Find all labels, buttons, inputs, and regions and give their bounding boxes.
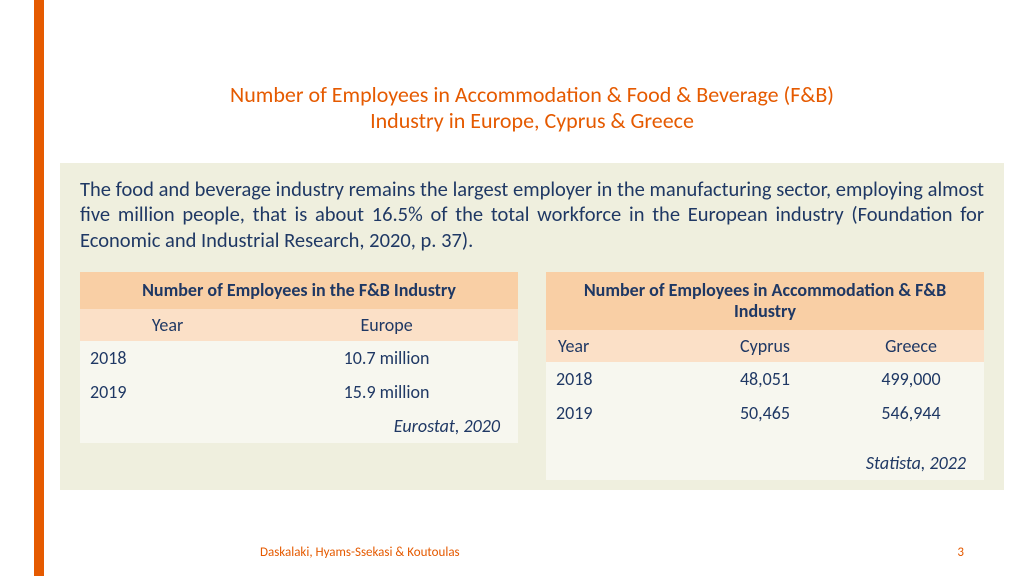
col-header: Greece	[838, 330, 984, 362]
table-row: 2018 10.7 million	[80, 341, 518, 375]
table-accommodation: Number of Employees in Accommodation & F…	[546, 272, 984, 480]
col-header: Year	[546, 330, 692, 362]
footer-page-number: 3	[957, 545, 964, 560]
cell: 2019	[80, 375, 255, 409]
table-row: Number of Employees in Accommodation & F…	[546, 272, 984, 330]
table-row: 2019 50,465 546,944	[546, 396, 984, 446]
table-row: Statista, 2022	[546, 446, 984, 480]
cell: 499,000	[838, 362, 984, 396]
title-line1: Number of Employees in Accommodation & F…	[230, 81, 834, 108]
table1: Number of Employees in the F&B Industry …	[80, 272, 518, 443]
tables-container: Number of Employees in the F&B Industry …	[80, 272, 984, 480]
table2-title: Number of Employees in Accommodation & F…	[546, 272, 984, 330]
cell: 15.9 million	[255, 375, 518, 409]
table-row: Year Cyprus Greece	[546, 330, 984, 362]
table2-source: Statista, 2022	[546, 446, 984, 480]
table-row: Eurostat, 2020	[80, 409, 518, 443]
table-row: Year Europe	[80, 309, 518, 341]
cell: 546,944	[838, 396, 984, 446]
accent-sidebar	[34, 0, 44, 576]
footer-authors: Daskalaki, Hyams-Ssekasi & Koutoulas	[260, 545, 460, 560]
col-header: Europe	[255, 309, 518, 341]
cell: 50,465	[692, 396, 838, 446]
content-panel: The food and beverage industry remains t…	[60, 163, 1004, 490]
slide-content: Number of Employees in Accommodation & F…	[60, 0, 1004, 576]
table-row: 2018 48,051 499,000	[546, 362, 984, 396]
cell: 2018	[546, 362, 692, 396]
table1-source: Eurostat, 2020	[80, 409, 518, 443]
table-row: 2019 15.9 million	[80, 375, 518, 409]
table-row: Number of Employees in the F&B Industry	[80, 272, 518, 309]
col-header: Year	[80, 309, 255, 341]
slide-title: Number of Employees in Accommodation & F…	[60, 82, 1004, 135]
table1-title: Number of Employees in the F&B Industry	[80, 272, 518, 309]
cell: 48,051	[692, 362, 838, 396]
table2: Number of Employees in Accommodation & F…	[546, 272, 984, 480]
cell: 2019	[546, 396, 692, 446]
table-fb-europe: Number of Employees in the F&B Industry …	[80, 272, 518, 480]
cell: 10.7 million	[255, 341, 518, 375]
col-header: Cyprus	[692, 330, 838, 362]
slide-footer: Daskalaki, Hyams-Ssekasi & Koutoulas 3	[60, 545, 1004, 560]
intro-paragraph: The food and beverage industry remains t…	[80, 177, 984, 254]
title-line2: Industry in Europe, Cyprus & Greece	[370, 107, 694, 134]
cell: 2018	[80, 341, 255, 375]
